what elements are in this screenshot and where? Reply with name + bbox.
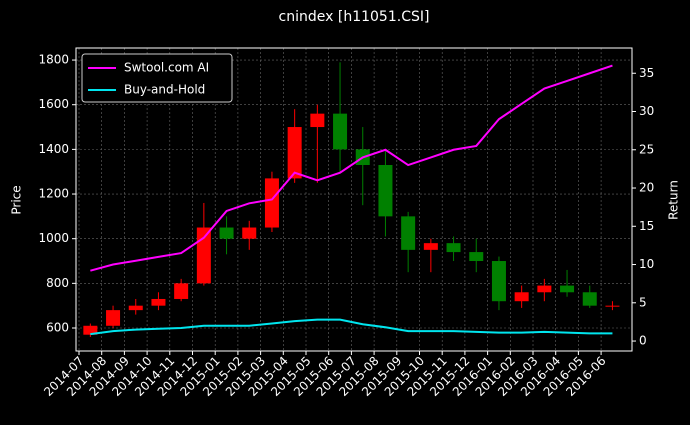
candle-body [401, 216, 416, 250]
y2-tick-label: 0 [639, 334, 647, 348]
candle-body [423, 243, 438, 250]
y2-tick-label: 15 [639, 219, 654, 233]
candle-body [491, 261, 506, 302]
candle-body [83, 325, 98, 335]
y-tick-label: 1800 [38, 53, 69, 67]
y-tick-label: 600 [46, 321, 69, 335]
candle-body [469, 252, 484, 262]
candle-body [446, 243, 461, 253]
y2-axis-label: Return [667, 180, 681, 220]
candle-body [151, 298, 166, 306]
y-tick-label: 1600 [38, 97, 69, 111]
return-line [90, 64, 613, 272]
y2-tick-label: 35 [639, 66, 654, 80]
return-line [90, 318, 613, 336]
y-tick-label: 1000 [38, 231, 69, 245]
candle-body [196, 227, 211, 284]
candle-body [242, 227, 257, 239]
y2-tick-label: 20 [639, 181, 654, 195]
candle-body [514, 292, 529, 302]
candle-body [605, 305, 620, 307]
y-tick-label: 800 [46, 276, 69, 290]
candle-body [582, 292, 597, 306]
legend-box [81, 53, 233, 103]
y2-tick-label: 30 [639, 104, 654, 118]
candle-body [219, 227, 234, 239]
y-axis-label: Price [10, 185, 24, 214]
candle-body [106, 310, 121, 326]
y2-tick-label: 5 [639, 295, 647, 309]
chart-title: cnindex [h11051.CSI] [279, 9, 430, 25]
y-tick-label: 1400 [38, 142, 69, 156]
candle-body [174, 283, 189, 299]
candle-body [264, 178, 279, 228]
candle-body [378, 165, 393, 217]
candle-body [128, 305, 143, 311]
candle-body [310, 113, 325, 128]
legend-label: Swtool.com AI [124, 61, 209, 75]
y2-tick-label: 25 [639, 142, 654, 156]
legend-label: Buy-and-Hold [124, 83, 205, 97]
candle-body [537, 285, 552, 293]
y2-tick-label: 10 [639, 257, 654, 271]
y-tick-label: 1200 [38, 187, 69, 201]
candle-body [287, 127, 302, 179]
candle-body [333, 113, 348, 150]
plot-frame [75, 47, 633, 352]
candle-body [560, 285, 575, 293]
